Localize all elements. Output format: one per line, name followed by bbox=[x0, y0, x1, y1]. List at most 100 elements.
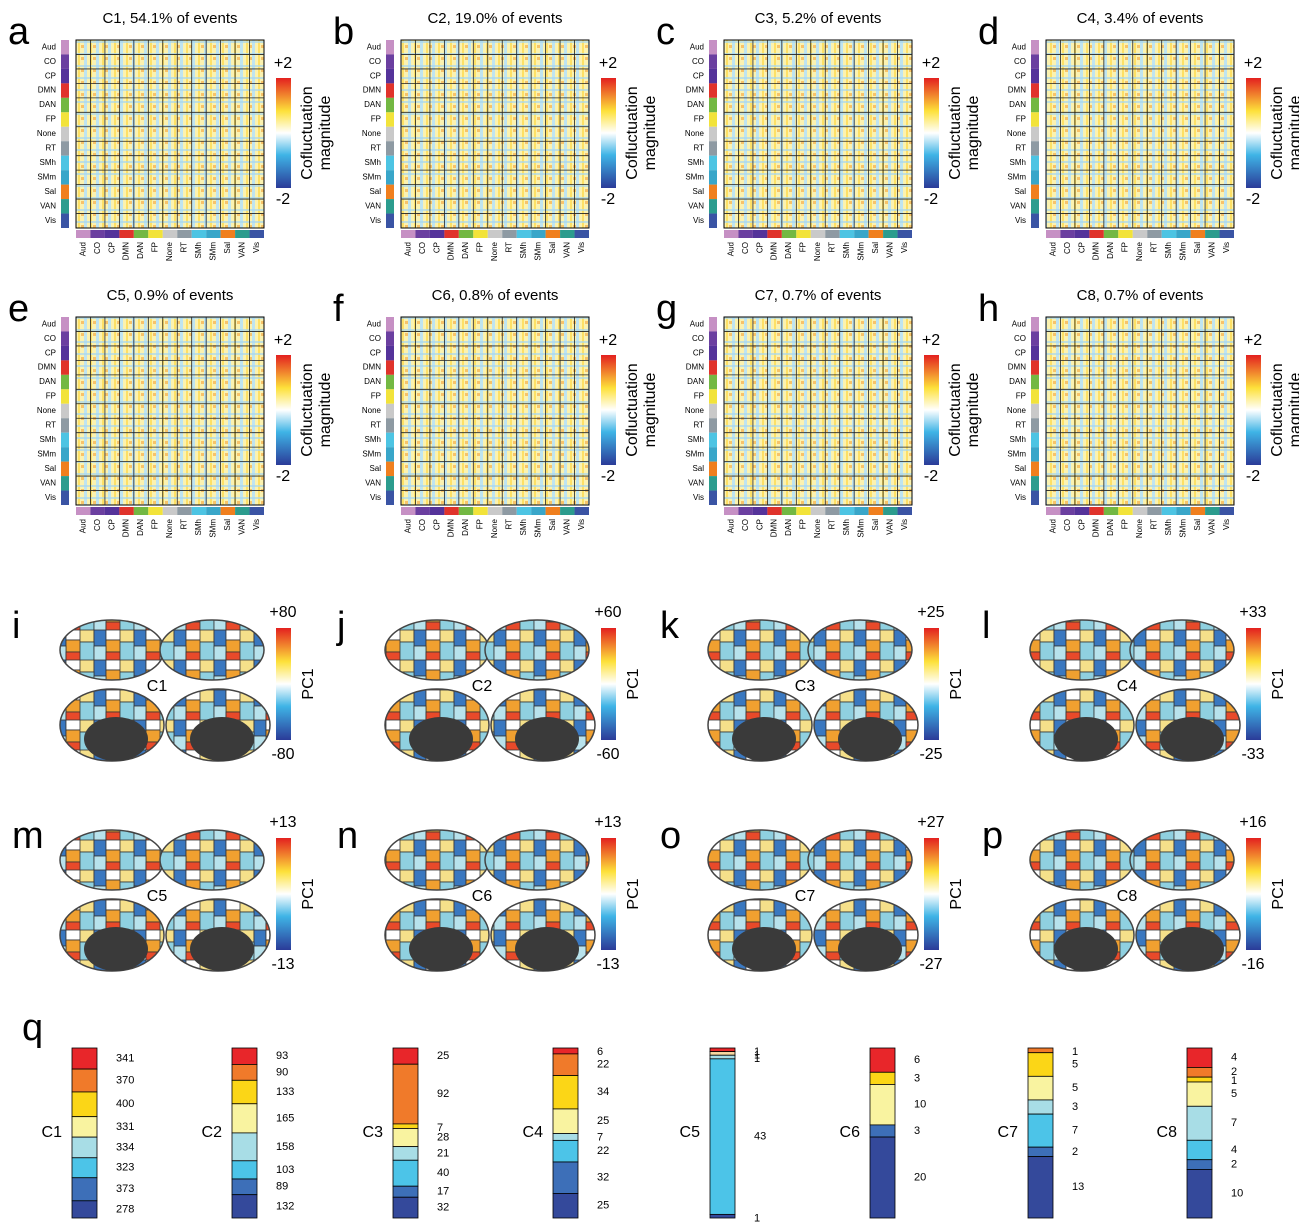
stack-segment bbox=[72, 1117, 97, 1137]
brain-label: C5 bbox=[147, 888, 168, 905]
segment-label: 2 bbox=[1231, 1158, 1237, 1170]
colorbar-label: Cofluctuation bbox=[299, 86, 316, 179]
column-label: Vis bbox=[577, 242, 586, 253]
segment-label: 5 bbox=[1231, 1088, 1237, 1100]
row-label: Vis bbox=[1015, 493, 1026, 502]
row-label: RT bbox=[1015, 144, 1026, 153]
row-label: DAN bbox=[364, 377, 381, 386]
column-label: Sal bbox=[871, 519, 880, 531]
network-strip bbox=[709, 476, 717, 490]
row-label: RT bbox=[45, 144, 56, 153]
stack-segment bbox=[72, 1158, 97, 1178]
brain-medial-wall bbox=[1054, 717, 1118, 761]
stack-segment bbox=[1187, 1169, 1212, 1218]
column-label: DAN bbox=[136, 519, 145, 536]
segment-label: 43 bbox=[754, 1131, 766, 1143]
network-strip bbox=[386, 447, 394, 461]
stack-segment bbox=[1028, 1076, 1053, 1100]
column-label: RT bbox=[828, 242, 837, 253]
segment-label: 341 bbox=[116, 1052, 134, 1064]
column-label: RT bbox=[828, 519, 837, 530]
colorbar bbox=[276, 838, 291, 950]
segment-label: 3 bbox=[1072, 1101, 1078, 1113]
network-strip bbox=[709, 127, 717, 141]
row-label: SMm bbox=[37, 172, 56, 181]
column-label: CO bbox=[93, 519, 102, 531]
colorbar-label: PC1 bbox=[625, 668, 642, 699]
colorbar-label: magnitude bbox=[1287, 96, 1299, 171]
network-strip bbox=[386, 156, 394, 170]
network-strip bbox=[1031, 476, 1039, 490]
column-label: Vis bbox=[900, 519, 909, 530]
network-strip bbox=[575, 230, 589, 238]
network-strip bbox=[546, 507, 560, 515]
brain-medial-wall bbox=[84, 717, 148, 761]
network-strip bbox=[488, 507, 502, 515]
network-strip bbox=[1031, 375, 1039, 389]
colorbar-label: PC1 bbox=[625, 878, 642, 909]
column-label: Aud bbox=[78, 242, 87, 256]
colorbar-label: Cofluctuation bbox=[1269, 363, 1286, 456]
column-label: None bbox=[1135, 241, 1144, 261]
colorbar bbox=[924, 628, 939, 740]
row-label: Aud bbox=[690, 319, 704, 328]
row-label: VAN bbox=[1010, 478, 1026, 487]
row-label: VAN bbox=[1010, 201, 1026, 210]
network-strip bbox=[119, 230, 133, 238]
segment-label: 90 bbox=[276, 1066, 288, 1078]
panel-letter: l bbox=[982, 605, 990, 647]
network-strip bbox=[1191, 230, 1205, 238]
network-strip bbox=[709, 54, 717, 68]
colorbar-bottom: -13 bbox=[596, 956, 619, 973]
column-label: DMN bbox=[1092, 519, 1101, 537]
row-label: None bbox=[362, 129, 382, 138]
network-strip bbox=[724, 230, 738, 238]
column-label: CP bbox=[1077, 242, 1086, 253]
stack-segment bbox=[72, 1201, 97, 1218]
column-label: CO bbox=[741, 519, 750, 531]
row-label: None bbox=[1007, 129, 1027, 138]
network-strip bbox=[1205, 230, 1219, 238]
row-label: RT bbox=[693, 421, 704, 430]
network-strip bbox=[575, 507, 589, 515]
network-strip bbox=[386, 404, 394, 418]
network-strip bbox=[709, 375, 717, 389]
stack-segment bbox=[710, 1059, 735, 1215]
column-label: SMm bbox=[1178, 242, 1187, 261]
network-strip bbox=[825, 507, 839, 515]
network-strip bbox=[61, 331, 69, 345]
network-strip bbox=[61, 462, 69, 476]
network-strip bbox=[709, 214, 717, 228]
network-strip bbox=[1031, 346, 1039, 360]
colorbar-label: Cofluctuation bbox=[947, 86, 964, 179]
row-label: RT bbox=[370, 144, 381, 153]
brain-medial-wall bbox=[190, 717, 254, 761]
network-strip bbox=[177, 507, 191, 515]
network-strip bbox=[709, 141, 717, 155]
row-label: Vis bbox=[45, 493, 56, 502]
colorbar-bottom: -80 bbox=[271, 746, 294, 763]
network-strip bbox=[134, 230, 148, 238]
network-strip bbox=[1147, 507, 1161, 515]
segment-label: 2 bbox=[1072, 1146, 1078, 1158]
column-label: RT bbox=[1150, 519, 1159, 530]
network-strip bbox=[90, 230, 104, 238]
brain-medial-wall bbox=[515, 717, 579, 761]
column-label: FP bbox=[1121, 519, 1130, 529]
column-label: SMh bbox=[194, 242, 203, 258]
segment-label: 22 bbox=[597, 1059, 609, 1071]
stack-segment bbox=[1028, 1147, 1053, 1156]
network-strip bbox=[898, 507, 912, 515]
row-label: CO bbox=[1014, 57, 1026, 66]
colorbar-label: PC1 bbox=[948, 668, 965, 699]
column-label: None bbox=[165, 241, 174, 261]
brain-surface bbox=[708, 620, 812, 680]
colorbar-top: +2 bbox=[274, 332, 292, 349]
colorbar-label: Cofluctuation bbox=[624, 363, 641, 456]
column-label: SMm bbox=[856, 242, 865, 261]
network-strip bbox=[1031, 69, 1039, 83]
colorbar-top: +13 bbox=[269, 814, 296, 831]
network-strip bbox=[386, 83, 394, 97]
network-strip bbox=[709, 418, 717, 432]
brain-label: C3 bbox=[795, 678, 816, 695]
